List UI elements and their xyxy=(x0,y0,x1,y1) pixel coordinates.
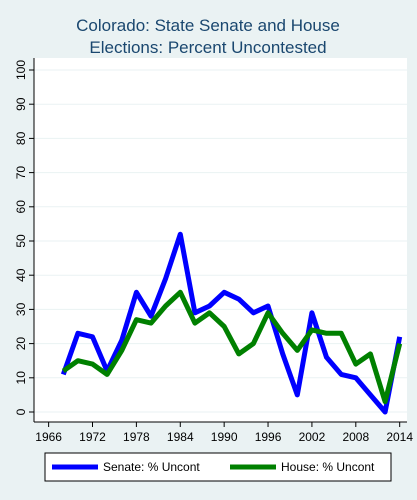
x-tick-label-1972: 1972 xyxy=(79,430,106,444)
x-tick-label-1978: 1978 xyxy=(123,430,150,444)
chart-title-line-2: Elections: Percent Uncontested xyxy=(89,38,326,57)
series-line-house xyxy=(61,289,403,405)
y-tick-label-100: 100 xyxy=(14,60,28,80)
y-tick-label-50: 50 xyxy=(14,234,28,248)
y-tick-label-40: 40 xyxy=(14,268,28,282)
legend: Senate: % Uncont House: % Uncont xyxy=(44,452,392,482)
x-tick-label-1996: 1996 xyxy=(255,430,282,444)
chart-title-line-1: Colorado: State Senate and House xyxy=(76,16,340,35)
y-tick-label-80: 80 xyxy=(14,131,28,145)
x-tick-label-1984: 1984 xyxy=(167,430,194,444)
y-tick-label-0: 0 xyxy=(14,408,28,415)
series-line-senate xyxy=(60,231,403,415)
y-tick-label-90: 90 xyxy=(14,97,28,111)
y-tick-label-10: 10 xyxy=(14,371,28,385)
chart-title: Colorado: State Senate and House Election… xyxy=(76,16,340,57)
x-tick-label-2014: 2014 xyxy=(386,430,413,444)
y-tick-label-70: 70 xyxy=(14,166,28,180)
x-tick-label-1966: 1966 xyxy=(35,430,62,444)
axes: 0 10 20 30 40 50 60 70 80 90 100 1966 1972 1978 1984 19… xyxy=(14,58,413,444)
y-tick-label-20: 20 xyxy=(14,337,28,351)
plot-area xyxy=(34,58,407,422)
x-tick-label-2002: 2002 xyxy=(299,430,326,444)
legend-label-house: House: % Uncont xyxy=(281,460,375,474)
legend-box xyxy=(44,452,392,482)
x-tick-label-2008: 2008 xyxy=(342,430,369,444)
y-tick-label-60: 60 xyxy=(14,200,28,214)
series-lines xyxy=(60,231,403,415)
legend-label-senate: Senate: % Uncont xyxy=(103,460,200,474)
x-tick-label-1990: 1990 xyxy=(211,430,238,444)
y-tick-label-30: 30 xyxy=(14,302,28,316)
